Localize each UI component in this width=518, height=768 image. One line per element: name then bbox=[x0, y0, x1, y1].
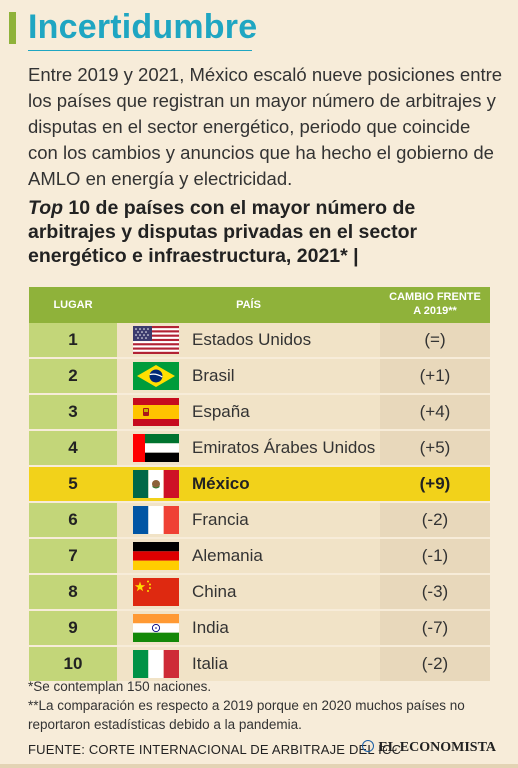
country-name: Estados Unidos bbox=[192, 330, 312, 349]
country-name: España bbox=[192, 402, 250, 421]
table-title-rest: 10 de países con el mayor número de arbi… bbox=[28, 197, 418, 267]
table-row: 4 Emiratos Árabes Unidos (+5) bbox=[29, 431, 490, 467]
country-cell: Italia bbox=[117, 647, 380, 681]
header: Incertidumbre bbox=[0, 8, 518, 51]
logo-mark-icon bbox=[362, 740, 375, 752]
rank-cell: 8 bbox=[29, 575, 117, 609]
title-underline bbox=[28, 50, 252, 51]
intro-paragraph: Entre 2019 y 2021, México escaló nueve p… bbox=[28, 64, 503, 189]
footnote-2: **La comparación es respecto a 2019 porq… bbox=[28, 698, 465, 732]
ranking-table: LUGAR PAÍS CAMBIO FRENTE A 2019** 1 bbox=[29, 287, 490, 683]
india-flag-icon bbox=[133, 614, 179, 642]
country-name: México bbox=[192, 474, 250, 493]
header-change: CAMBIO FRENTE A 2019** bbox=[380, 290, 490, 318]
change-cell: (=) bbox=[380, 323, 490, 357]
rank-cell: 9 bbox=[29, 611, 117, 645]
brazil-flag-icon bbox=[133, 362, 179, 390]
source-text: FUENTE: CORTE INTERNACIONAL DE ARBITRAJE… bbox=[28, 742, 402, 757]
rank-cell: 4 bbox=[29, 431, 117, 465]
rank-cell: 3 bbox=[29, 395, 117, 429]
header-rank: LUGAR bbox=[53, 299, 93, 311]
country-cell: Brasil bbox=[117, 359, 380, 393]
page-title: Incertidumbre bbox=[28, 8, 258, 46]
france-flag-icon bbox=[133, 506, 179, 534]
country-cell: China bbox=[117, 575, 380, 609]
country-name: China bbox=[192, 582, 237, 601]
table-row: 3 España (+4) bbox=[29, 395, 490, 431]
table-row: 9 India (-7) bbox=[29, 611, 490, 647]
country-name: Emiratos Árabes Unidos bbox=[192, 438, 376, 457]
country-name: Alemania bbox=[192, 546, 263, 565]
country-cell: España bbox=[117, 395, 380, 429]
country-name: Brasil bbox=[192, 366, 235, 385]
change-cell: (-2) bbox=[380, 503, 490, 537]
table-header: LUGAR PAÍS CAMBIO FRENTE A 2019** bbox=[29, 287, 490, 323]
spain-flag-icon bbox=[133, 398, 179, 426]
table-row: 2 Brasil (+1) bbox=[29, 359, 490, 395]
usa-flag-icon bbox=[133, 326, 179, 354]
table-row: 10 Italia (-2) bbox=[29, 647, 490, 683]
table-row: 1 bbox=[29, 323, 490, 359]
change-cell: (+5) bbox=[380, 431, 490, 465]
table-row: 6 Francia (-2) bbox=[29, 503, 490, 539]
table-title-italic: Top bbox=[28, 197, 64, 219]
china-flag-icon bbox=[133, 578, 179, 606]
mexico-flag-icon bbox=[133, 470, 179, 498]
country-cell: India bbox=[117, 611, 380, 645]
rank-cell: 2 bbox=[29, 359, 117, 393]
germany-flag-icon bbox=[133, 542, 179, 570]
change-cell: (-7) bbox=[380, 611, 490, 645]
publisher-logo: EL ECONOMISTA bbox=[362, 740, 496, 756]
header-change-line1: CAMBIO FRENTE bbox=[389, 291, 481, 303]
footnotes: *Se contemplan 150 naciones. **La compar… bbox=[28, 677, 508, 734]
country-name: India bbox=[192, 618, 229, 637]
table-row: 8 China (-3) bbox=[29, 575, 490, 611]
country-name: Italia bbox=[192, 654, 228, 673]
rank-cell: 10 bbox=[29, 647, 117, 681]
table-row: 7 Alemania (-1) bbox=[29, 539, 490, 575]
country-name: Francia bbox=[192, 510, 249, 529]
country-cell: Emiratos Árabes Unidos bbox=[117, 431, 380, 465]
uae-flag-icon bbox=[133, 434, 179, 462]
rank-cell: 6 bbox=[29, 503, 117, 537]
footnote-1: *Se contemplan 150 naciones. bbox=[28, 679, 212, 694]
change-cell: (-2) bbox=[380, 647, 490, 681]
change-cell: (-1) bbox=[380, 539, 490, 573]
bottom-divider bbox=[0, 764, 518, 768]
country-cell: Estados Unidos bbox=[117, 323, 380, 357]
table-row-highlighted: 5 México (+9) bbox=[29, 467, 490, 503]
country-cell: Francia bbox=[117, 503, 380, 537]
italy-flag-icon bbox=[133, 650, 179, 678]
rank-cell: 7 bbox=[29, 539, 117, 573]
change-cell: (+1) bbox=[380, 359, 490, 393]
table-title: Top 10 de países con el mayor número de … bbox=[28, 196, 508, 268]
country-cell: México bbox=[117, 467, 380, 501]
logo-text: EL ECONOMISTA bbox=[378, 740, 496, 755]
rank-cell: 1 bbox=[29, 323, 117, 357]
title-accent-bar bbox=[9, 12, 16, 44]
header-change-line2: A 2019** bbox=[413, 305, 457, 317]
header-country: PAÍS bbox=[236, 299, 261, 311]
change-cell: (+4) bbox=[380, 395, 490, 429]
rank-cell: 5 bbox=[29, 467, 117, 501]
change-cell: (-3) bbox=[380, 575, 490, 609]
change-cell: (+9) bbox=[380, 467, 490, 501]
country-cell: Alemania bbox=[117, 539, 380, 573]
